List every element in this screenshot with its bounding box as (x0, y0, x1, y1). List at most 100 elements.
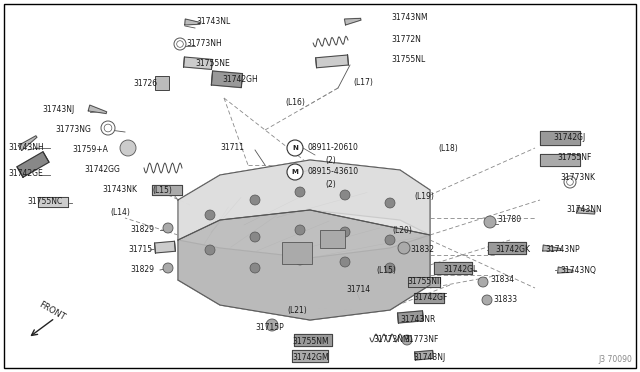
Text: (L18): (L18) (438, 144, 458, 153)
Circle shape (101, 121, 115, 135)
Text: (L17): (L17) (353, 77, 373, 87)
Text: 31743NP: 31743NP (545, 246, 580, 254)
Text: 31773NF: 31773NF (404, 336, 438, 344)
Circle shape (295, 255, 305, 265)
Text: 08911-20610: 08911-20610 (308, 142, 359, 151)
Polygon shape (557, 267, 573, 273)
Text: 31742GL: 31742GL (443, 266, 477, 275)
Circle shape (287, 164, 303, 180)
Text: 31742GE: 31742GE (8, 169, 43, 177)
Text: 31743NJ: 31743NJ (42, 106, 74, 115)
Circle shape (482, 295, 492, 305)
Text: 31755NII: 31755NII (407, 278, 442, 286)
Text: 31742GJ: 31742GJ (553, 134, 585, 142)
Circle shape (177, 41, 183, 47)
Polygon shape (316, 55, 348, 68)
Circle shape (250, 195, 260, 205)
Text: (2): (2) (325, 180, 336, 189)
Text: 31780: 31780 (497, 215, 521, 224)
Polygon shape (211, 71, 243, 87)
Text: 31755NF: 31755NF (557, 154, 591, 163)
Text: 31743NJ: 31743NJ (413, 353, 445, 362)
Text: 31711: 31711 (220, 144, 244, 153)
Text: 31743NK: 31743NK (102, 186, 137, 195)
Text: 31743NM: 31743NM (391, 13, 428, 22)
Circle shape (478, 277, 488, 287)
Circle shape (398, 242, 410, 254)
Bar (155, 76, 169, 90)
Text: 31829: 31829 (130, 225, 154, 234)
Polygon shape (434, 262, 472, 274)
Circle shape (205, 245, 215, 255)
Text: 31833: 31833 (493, 295, 517, 305)
Text: 31742GM: 31742GM (292, 353, 328, 362)
Polygon shape (292, 350, 328, 362)
Circle shape (385, 198, 395, 208)
Circle shape (402, 335, 412, 345)
Polygon shape (414, 293, 444, 303)
Circle shape (163, 263, 173, 273)
Circle shape (120, 140, 136, 156)
Circle shape (205, 210, 215, 220)
Text: J3 70090: J3 70090 (598, 355, 632, 364)
Text: 31773NK: 31773NK (560, 173, 595, 183)
Polygon shape (178, 160, 430, 240)
Circle shape (385, 263, 395, 273)
Circle shape (340, 257, 350, 267)
Text: 31832: 31832 (410, 246, 434, 254)
Text: (L21): (L21) (287, 305, 307, 314)
Polygon shape (488, 242, 526, 254)
Text: 31742GF: 31742GF (413, 294, 447, 302)
Text: 31742GH: 31742GH (222, 76, 258, 84)
Text: (L20): (L20) (392, 225, 412, 234)
Text: 31743NQ: 31743NQ (560, 266, 596, 275)
Text: 31755NL: 31755NL (391, 55, 425, 64)
Text: 31773NH: 31773NH (186, 39, 221, 48)
Circle shape (163, 223, 173, 233)
Bar (320, 230, 345, 248)
Text: (L15): (L15) (152, 186, 172, 195)
Text: 31714: 31714 (346, 285, 370, 295)
Circle shape (266, 319, 278, 331)
Circle shape (484, 216, 496, 228)
Polygon shape (152, 185, 182, 195)
Circle shape (295, 187, 305, 197)
Circle shape (250, 263, 260, 273)
Circle shape (385, 235, 395, 245)
Polygon shape (17, 152, 49, 177)
Polygon shape (540, 154, 580, 166)
Polygon shape (88, 105, 107, 113)
Circle shape (295, 225, 305, 235)
Text: 31755NM: 31755NM (292, 337, 328, 346)
Polygon shape (19, 136, 37, 150)
Circle shape (287, 140, 303, 156)
Polygon shape (408, 277, 440, 287)
Circle shape (564, 176, 576, 188)
Text: 31743NN: 31743NN (566, 205, 602, 215)
Text: 31742GG: 31742GG (84, 164, 120, 173)
Polygon shape (344, 18, 361, 25)
Text: 31773NG: 31773NG (55, 125, 91, 135)
Circle shape (340, 227, 350, 237)
Text: 31755NE: 31755NE (195, 58, 230, 67)
Polygon shape (294, 334, 332, 346)
Text: 08915-43610: 08915-43610 (308, 167, 359, 176)
Text: 31743NH: 31743NH (8, 144, 44, 153)
Text: 31743NR: 31743NR (400, 314, 435, 324)
Text: 31772N: 31772N (391, 35, 421, 45)
Polygon shape (155, 241, 175, 253)
Text: 31759+A: 31759+A (72, 144, 108, 154)
Text: 31755NC: 31755NC (27, 198, 62, 206)
Text: M: M (292, 169, 298, 175)
Text: N: N (292, 145, 298, 151)
Text: 31715: 31715 (128, 246, 152, 254)
Bar (282, 242, 312, 264)
Polygon shape (577, 207, 595, 214)
Polygon shape (185, 19, 200, 25)
Text: 31715P: 31715P (255, 323, 284, 331)
Polygon shape (178, 210, 430, 320)
Polygon shape (178, 160, 430, 320)
Polygon shape (38, 197, 68, 207)
Text: 31743NL: 31743NL (196, 17, 230, 26)
Circle shape (104, 124, 112, 132)
